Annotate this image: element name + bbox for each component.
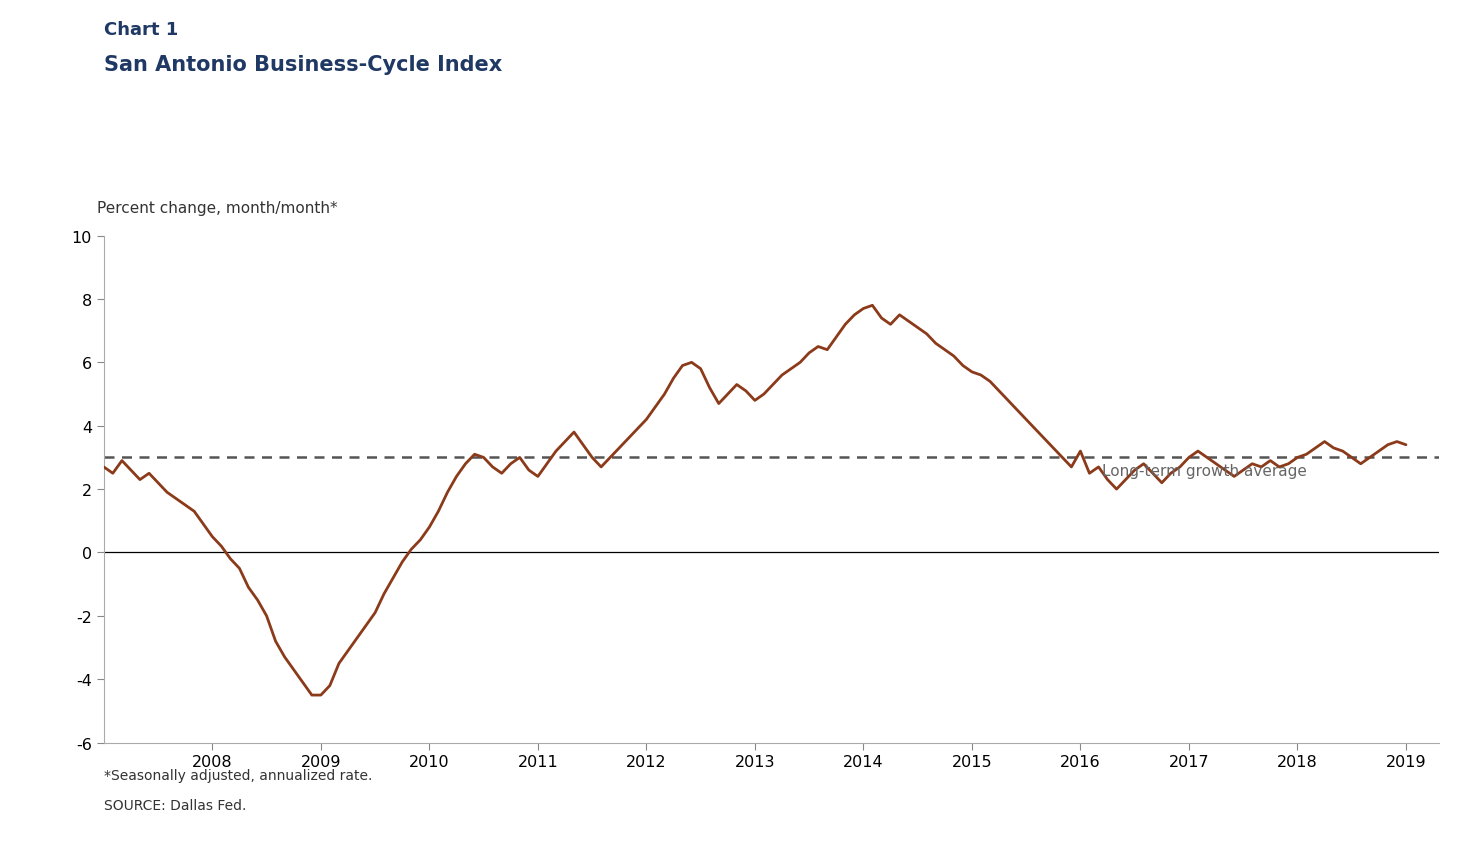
Text: San Antonio Business-Cycle Index: San Antonio Business-Cycle Index <box>104 55 503 75</box>
Text: *Seasonally adjusted, annualized rate.: *Seasonally adjusted, annualized rate. <box>104 768 372 782</box>
Text: Long-term growth average: Long-term growth average <box>1102 463 1307 479</box>
Text: SOURCE: Dallas Fed.: SOURCE: Dallas Fed. <box>104 798 246 812</box>
Text: Percent change, month/month*: Percent change, month/month* <box>98 201 338 216</box>
Text: Chart 1: Chart 1 <box>104 21 178 39</box>
